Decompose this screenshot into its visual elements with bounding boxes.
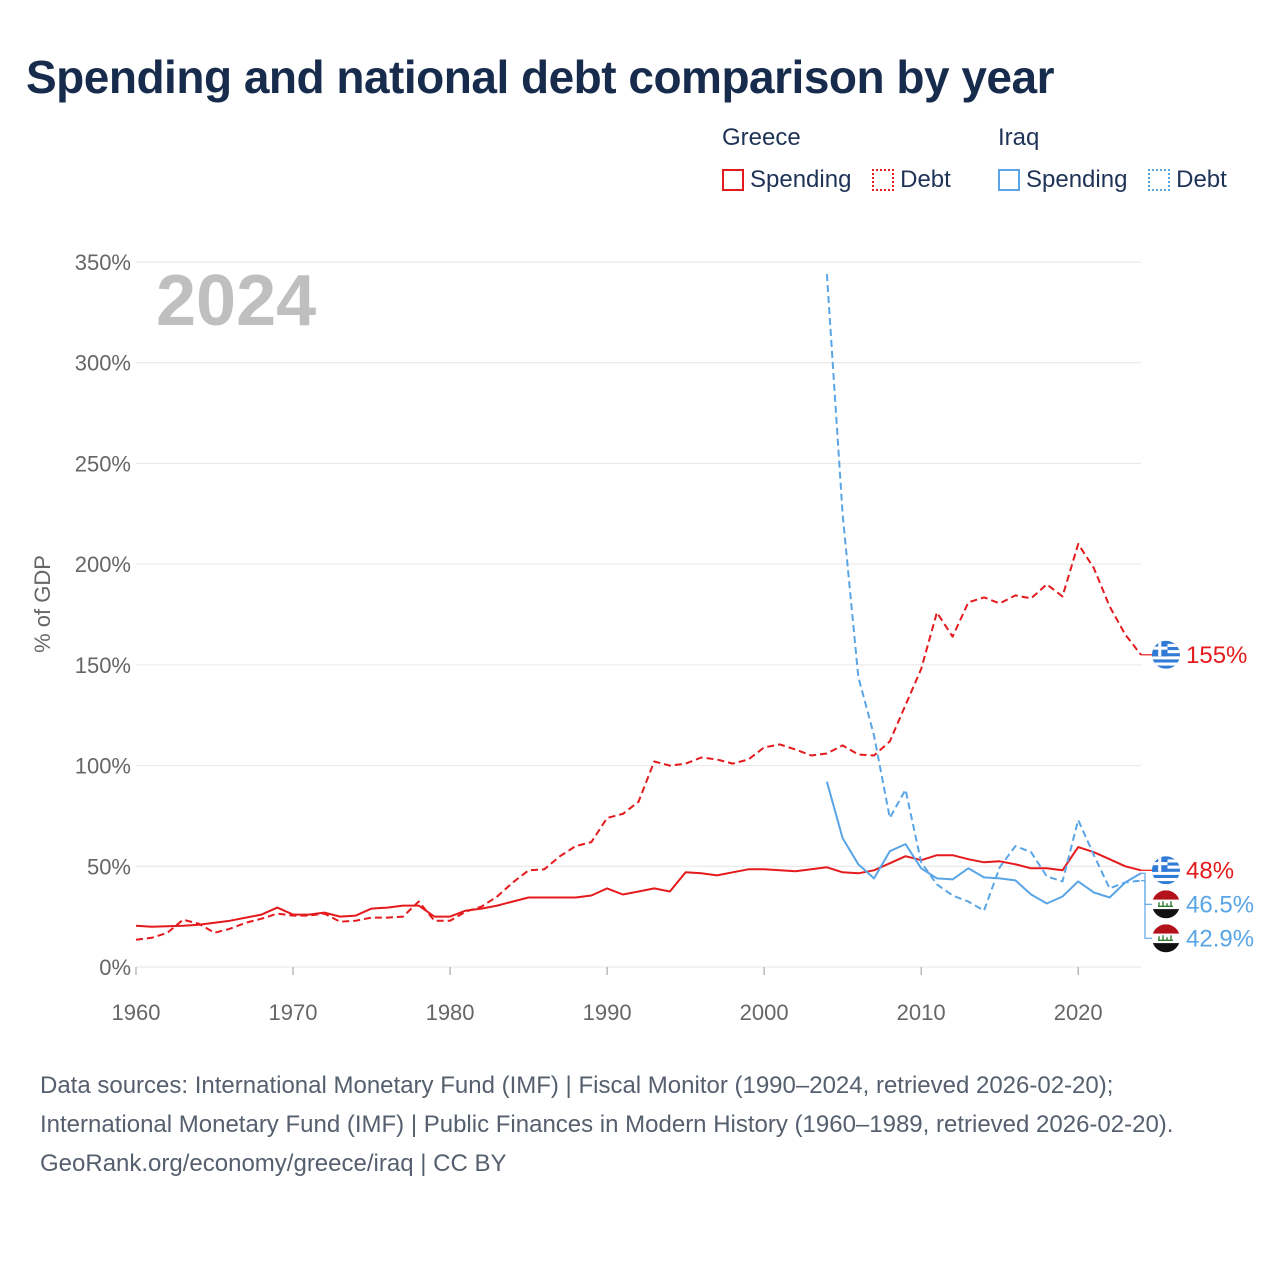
legend-group-iraq: Iraq Spending Debt [998, 124, 1241, 198]
legend-group-title: Greece [722, 124, 801, 151]
year-watermark: 2024 [156, 261, 316, 341]
end-value-label: 155% [1186, 642, 1247, 669]
series-line-greece-spending[interactable] [135, 846, 1142, 928]
legend-item-iraq-spending[interactable]: Spending [998, 166, 1127, 194]
end-label-connector [1141, 872, 1152, 905]
x-tick-label: 2020 [1054, 1000, 1103, 1025]
series-line-greece-debt[interactable] [135, 543, 1142, 941]
x-tick-label: 2010 [897, 1000, 946, 1025]
x-tick-label: 1980 [426, 1000, 475, 1025]
series-line-iraq-spending[interactable] [825, 781, 1142, 905]
iraq-flag-icon [1152, 924, 1180, 953]
footer: Data sources: International Monetary Fun… [40, 1066, 1240, 1183]
x-tick-label: 1970 [269, 1000, 318, 1025]
data-sources: Data sources: International Monetary Fun… [40, 1072, 1174, 1138]
credit-link[interactable]: GeoRank.org/economy/greece/iraq | CC BY [40, 1150, 507, 1177]
legend-item-greece-spending[interactable]: Spending [722, 166, 851, 194]
y-tick-label: 50% [87, 854, 131, 879]
end-label-connector [1141, 879, 1152, 939]
x-tick-label: 1960 [112, 1000, 161, 1025]
y-tick-label: 100% [75, 754, 131, 779]
legend-item-iraq-debt[interactable]: Debt [1148, 166, 1227, 194]
y-tick-label: 250% [75, 451, 131, 476]
x-tick-label: 2000 [740, 1000, 789, 1025]
end-value-label: 48% [1186, 857, 1234, 884]
end-value-label: 42.9% [1186, 925, 1254, 952]
y-axis-label: % of GDP [30, 555, 55, 653]
greece-flag-icon [1152, 640, 1180, 669]
legend-group-title: Iraq [998, 124, 1040, 151]
line-chart: 2024 % of GDP 0% 50% 100% 150% 200% 250% 300% 3… [30, 250, 1254, 1025]
y-tick-label: 300% [75, 351, 131, 376]
greece-flag-icon [1152, 856, 1180, 885]
legend-item-label: Debt [900, 166, 951, 193]
legend-item-label: Debt [1176, 166, 1227, 193]
series-line-iraq-debt[interactable] [825, 274, 1142, 912]
x-tick-label: 1990 [583, 1000, 632, 1025]
iraq-flag-icon [1152, 890, 1180, 919]
end-value-label: 46.5% [1186, 891, 1254, 918]
y-tick-label: 350% [75, 250, 131, 275]
chart-title: Spending and national debt comparison by… [26, 51, 1055, 103]
legend-item-greece-debt[interactable]: Debt [872, 166, 951, 194]
y-tick-label: 150% [75, 653, 131, 678]
legend-group-greece: Greece Spending Debt [722, 124, 965, 198]
y-tick-label: 0% [99, 955, 131, 980]
legend-item-label: Spending [750, 166, 852, 193]
legend-item-label: Spending [1026, 166, 1128, 193]
legend-swatch-dotted-icon [872, 169, 895, 191]
legend-swatch-dotted-icon [1148, 169, 1171, 191]
legend-swatch-solid-icon [998, 169, 1020, 191]
legend-swatch-solid-icon [722, 169, 744, 191]
y-tick-label: 200% [75, 552, 131, 577]
